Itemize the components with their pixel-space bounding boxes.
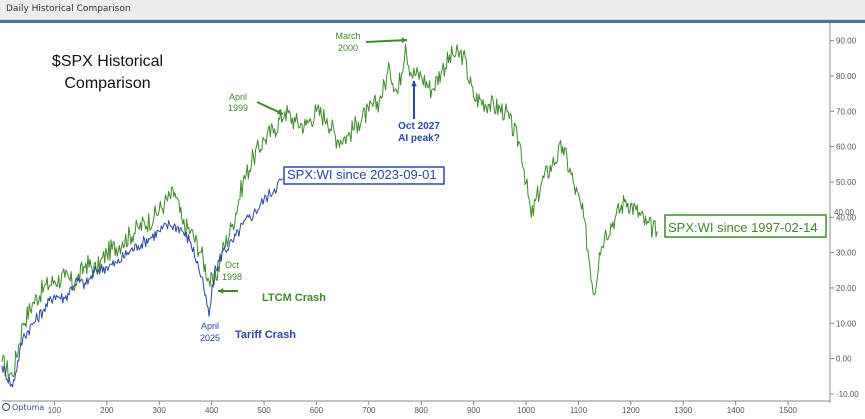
- x-tick-label: 200: [100, 406, 114, 415]
- annotation-march-2000-arrow-head: [401, 37, 407, 44]
- annotation-march-2000-line1: March: [335, 31, 360, 41]
- y-tick-label: 40.00: [836, 213, 857, 222]
- annotation-april-1999-arrow-head: [277, 109, 283, 115]
- x-tick-label: 100: [48, 406, 62, 415]
- series-label-spx-1997-box: [664, 214, 827, 238]
- annotation-oct-2027-arrow: [411, 81, 417, 119]
- x-tick-label: 500: [257, 406, 271, 415]
- y-tick-label: 0.00: [836, 355, 852, 364]
- x-tick-label: 300: [153, 406, 167, 415]
- annotation-oct-1998-line2: 1998: [222, 272, 242, 282]
- annotation-layer: SPX:WI since 2023-09-01 SPX:WI since 1997…: [200, 31, 855, 343]
- series-line-spx-1997: [1, 43, 658, 379]
- annotation-oct-1998-arrow: [218, 288, 238, 294]
- annotation-ltcm-crash: LTCM Crash: [262, 292, 326, 304]
- annotation-oct-2027-arrow-head: [411, 81, 417, 87]
- title-divider: [0, 20, 865, 23]
- series-label-spx-2023-box: [283, 166, 445, 185]
- y-tick-label: 80.00: [836, 72, 857, 81]
- x-tick-label: 1400: [727, 406, 745, 415]
- y-tick-label: 30.00: [836, 249, 857, 258]
- series-line-spx-2023: [1, 178, 283, 388]
- annotation-oct-1998-arrow-head: [218, 288, 224, 294]
- x-tick-label: 1000: [517, 406, 535, 415]
- annotation-april-2025-line2: 2025: [200, 333, 220, 343]
- annotation-march-2000-arrow-shaft: [365, 39, 408, 43]
- annotation-march-2000-arrow: [365, 37, 408, 44]
- y-tick-label: 50.00: [836, 178, 857, 187]
- annotation-april-1999-line1: April: [229, 92, 247, 102]
- series-label-spx-1997-text: SPX:WI since 1997-02-14: [668, 220, 818, 235]
- y-tick-label: -10.00: [836, 390, 859, 399]
- x-tick-label: 1100: [570, 406, 588, 415]
- annotation-march-2000-line2: 2000: [338, 43, 358, 53]
- y-tick-label: 10.00: [836, 319, 857, 328]
- optuma-logo-icon: [2, 403, 10, 411]
- y-tick-label: 60.00: [836, 143, 857, 152]
- y-tick-label: 20.00: [836, 284, 857, 293]
- x-tick-label: 700: [362, 406, 376, 415]
- x-tick-label: 1500: [779, 406, 797, 415]
- x-tick-label: 600: [310, 406, 324, 415]
- last-value-label: 40.00: [834, 208, 855, 217]
- annotation-oct-2027-line1: Oct 2027: [398, 121, 440, 132]
- optuma-logo: Optuma: [2, 403, 44, 412]
- y-tick-label: 70.00: [836, 107, 857, 116]
- annotation-april-1999-line2: 1999: [228, 103, 248, 113]
- annotation-oct-2027-line2: AI peak?: [398, 133, 440, 144]
- window-title: Daily Historical Comparison: [6, 4, 131, 14]
- series-layer: [1, 43, 658, 388]
- annotation-april-2025-line1: April: [201, 321, 219, 331]
- x-tick-label: 900: [467, 406, 481, 415]
- window-titlebar: Daily Historical Comparison: [0, 0, 865, 20]
- x-tick-label: 1300: [674, 406, 692, 415]
- x-tick-label: 400: [205, 406, 219, 415]
- x-tick-label: 1200: [622, 406, 640, 415]
- series-label-spx-2023-text: SPX:WI since 2023-09-01: [287, 167, 437, 182]
- annotation-oct-1998-line1: Oct: [225, 260, 240, 270]
- y-tick-label: 90.00: [836, 37, 857, 46]
- series-label-spx-2023: SPX:WI since 2023-09-01: [283, 166, 445, 185]
- optuma-logo-text: Optuma: [12, 403, 45, 412]
- x-tick-label: 800: [415, 406, 429, 415]
- chart-title: $SPX Historical Comparison: [51, 53, 164, 92]
- annotation-tariff-crash: Tariff Crash: [235, 329, 296, 341]
- axis-layer: -10.00 0.00 10.00 20.00 30.00 40.00 50.00 60.00…: [2, 23, 859, 415]
- annotation-april-1999-arrow: [256, 101, 284, 115]
- comparison-chart: -10.00 0.00 10.00 20.00 30.00 40.00 50.00 60.00…: [1, 23, 859, 415]
- series-label-spx-1997: SPX:WI since 1997-02-14: [664, 214, 827, 238]
